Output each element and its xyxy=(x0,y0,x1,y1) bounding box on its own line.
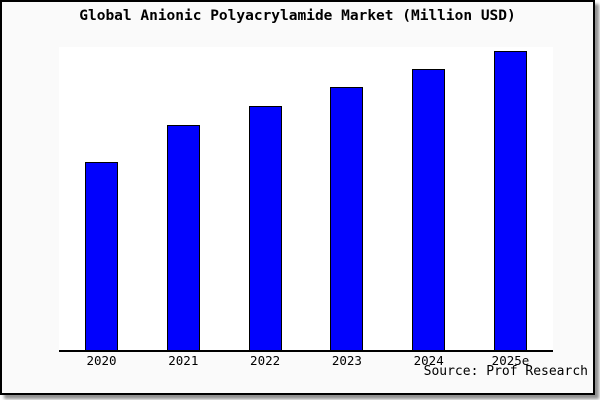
bar-2021 xyxy=(166,125,200,350)
source-credit: Source: Prof Research xyxy=(423,364,588,379)
x-axis-label-2023: 2023 xyxy=(331,353,362,368)
x-axis-label-2020: 2020 xyxy=(86,353,117,368)
x-axis-label-2021: 2021 xyxy=(168,353,199,368)
x-axis-label-2024: 2024 xyxy=(413,353,444,368)
bar-2025e xyxy=(494,51,527,350)
plot-area xyxy=(59,47,553,352)
x-axis-label-2025e: 2025e xyxy=(491,353,530,368)
chart-title: Global Anionic Polyacrylamide Market (Mi… xyxy=(79,8,516,24)
bar-2024 xyxy=(412,69,446,350)
bar-2020 xyxy=(85,162,118,350)
bar-2022 xyxy=(248,106,282,350)
bar-2023 xyxy=(330,87,364,350)
x-axis-label-2022: 2022 xyxy=(250,353,281,368)
chart-page: Global Anionic Polyacrylamide Market (Mi… xyxy=(0,0,595,395)
